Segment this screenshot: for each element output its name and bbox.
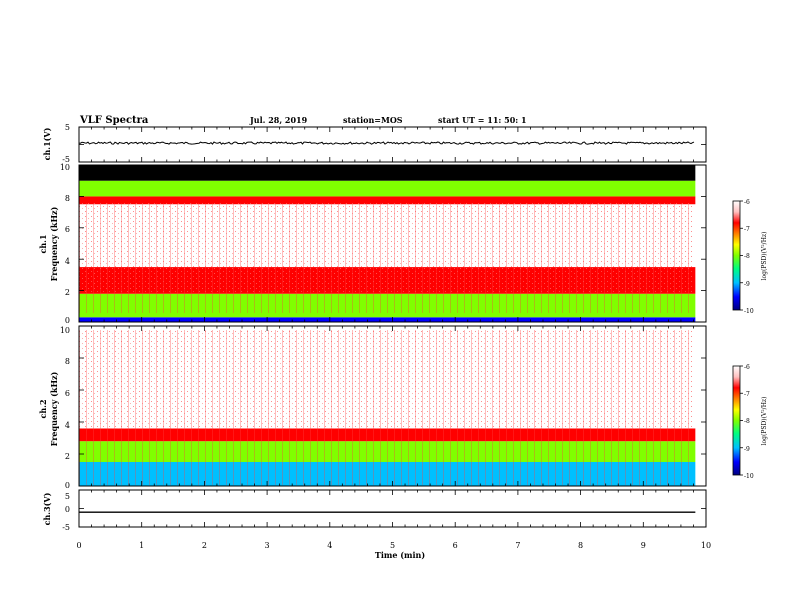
header-station: station=MOS: [343, 115, 403, 125]
ch2-colorbar-label: log(PSD)(V²/Hz): [761, 397, 768, 446]
panel-ch3-voltage-frame: [78, 489, 707, 528]
ch2-colorbar-ticks: [740, 365, 743, 476]
ch1-spectrogram-band-5: [79, 180, 696, 197]
ch2-colorbar-tick-m7: -7: [744, 391, 750, 398]
ch2-spec-channel-label: ch.2: [38, 399, 48, 418]
ch1-spec-ylabel: Frequency (kHz): [49, 206, 59, 281]
xtick-6: 6: [453, 541, 458, 550]
panel-ch1-voltage-frame: [78, 126, 707, 163]
panel-ch3-voltage-ticks: [78, 489, 707, 528]
panel-ch1-spectrogram-ticks: [78, 164, 707, 323]
xtick-0: 0: [76, 541, 81, 550]
ch3-ytick-bottom: -5: [62, 523, 70, 532]
ch1-spectrogram-band-0: [79, 317, 696, 322]
ch1-colorbar-tick-m7: -7: [744, 226, 750, 233]
ch2-colorbar-tick-m6: -6: [744, 364, 750, 371]
ch1-voltage-trace: [78, 141, 695, 145]
x-axis-label: Time (min): [375, 550, 425, 560]
ch2-spec-ytick-10: 10: [60, 326, 70, 335]
xtick-9: 9: [641, 541, 646, 550]
ch1-voltage-ylabel: ch.1(V): [42, 127, 52, 160]
ch1-spectrogram-band-6: [79, 165, 696, 181]
ch1-spec-channel-label: ch.1: [38, 234, 48, 253]
panel-ch1-voltage: 5 -5 ch.1(V): [42, 123, 707, 164]
ch1-colorbar-ticks: [740, 200, 743, 311]
ch1-spec-ytick-2: 2: [65, 288, 70, 297]
panel-ch2-spectrogram-ticks: [78, 325, 707, 487]
ch1-spec-ytick-0: 0: [65, 316, 70, 325]
ch1-colorbar-label: log(PSD)(V²/Hz): [761, 232, 768, 281]
xtick-8: 8: [578, 541, 583, 550]
xtick-5: 5: [390, 541, 395, 550]
ch1-spec-ytick-8: 8: [65, 194, 70, 203]
ch1-colorbar-tick-m8: -8: [744, 253, 750, 260]
ch2-colorbar-tick-m9: -9: [744, 446, 750, 453]
ch2-colorbar-tick-m10: -10: [744, 473, 754, 480]
ch2-colorbar-tick-m8: -8: [744, 418, 750, 425]
ch2-spectrogram-streaks: [79, 330, 693, 485]
ch1-colorbar-tick-m6: -6: [744, 199, 750, 206]
ch1-spec-ytick-6: 6: [65, 225, 70, 234]
ch2-spec-ylabel: Frequency (kHz): [49, 371, 59, 446]
ch1-spec-ytick-4: 4: [65, 257, 70, 266]
ch1-spectrogram-streaks: [79, 203, 693, 313]
ch1-spectrogram-band-4: [79, 196, 696, 205]
ch2-spec-ytick-8: 8: [65, 357, 70, 366]
ch3-ytick-mid: 0: [65, 505, 70, 514]
xtick-4: 4: [327, 541, 332, 550]
ch1-spec-ytick-10: 10: [60, 163, 70, 172]
ch1-colorbar-tick-m9: -9: [744, 281, 750, 288]
ch1-colorbar: [732, 200, 741, 311]
xtick-10: 10: [701, 541, 711, 550]
xtick-7: 7: [515, 541, 520, 550]
ch3-ytick-top: 5: [65, 492, 70, 501]
xtick-1: 1: [139, 541, 144, 550]
panel-ch2-spectrogram: 0 2 4 6 8 10 ch.2 Frequency (kHz) -6 -7 …: [38, 325, 768, 490]
figure-header: VLF Spectra Jul. 28, 2019 station=MOS st…: [79, 115, 527, 126]
panel-ch1-spectrogram: 0 2 4 6 8 10 ch.1 Frequency (kHz) -6 -7 …: [38, 163, 768, 325]
ch2-spec-ytick-4: 4: [65, 421, 70, 430]
xtick-3: 3: [265, 541, 270, 550]
ch3-voltage-ylabel: ch.3(V): [42, 492, 52, 525]
ch1-ytick-bottom: -5: [62, 155, 70, 164]
panel-ch3-voltage: 5 0 -5 ch.3(V) 0 1 2 3 4 5 6 7 8 9 10 Ti…: [42, 489, 711, 560]
ch2-spec-ytick-2: 2: [65, 452, 70, 461]
xtick-2: 2: [202, 541, 207, 550]
header-date: Jul. 28, 2019: [249, 115, 308, 125]
figure-title: VLF Spectra: [79, 115, 149, 126]
ch2-colorbar: [732, 365, 741, 476]
ch2-spec-ytick-6: 6: [65, 389, 70, 398]
panel-ch1-voltage-ticks: [78, 126, 707, 163]
ch1-ytick-top: 5: [65, 123, 70, 132]
ch1-colorbar-tick-m10: -10: [744, 308, 754, 315]
header-start-time: start UT = 11: 50: 1: [438, 115, 527, 125]
ch2-spec-ytick-0: 0: [65, 481, 70, 490]
